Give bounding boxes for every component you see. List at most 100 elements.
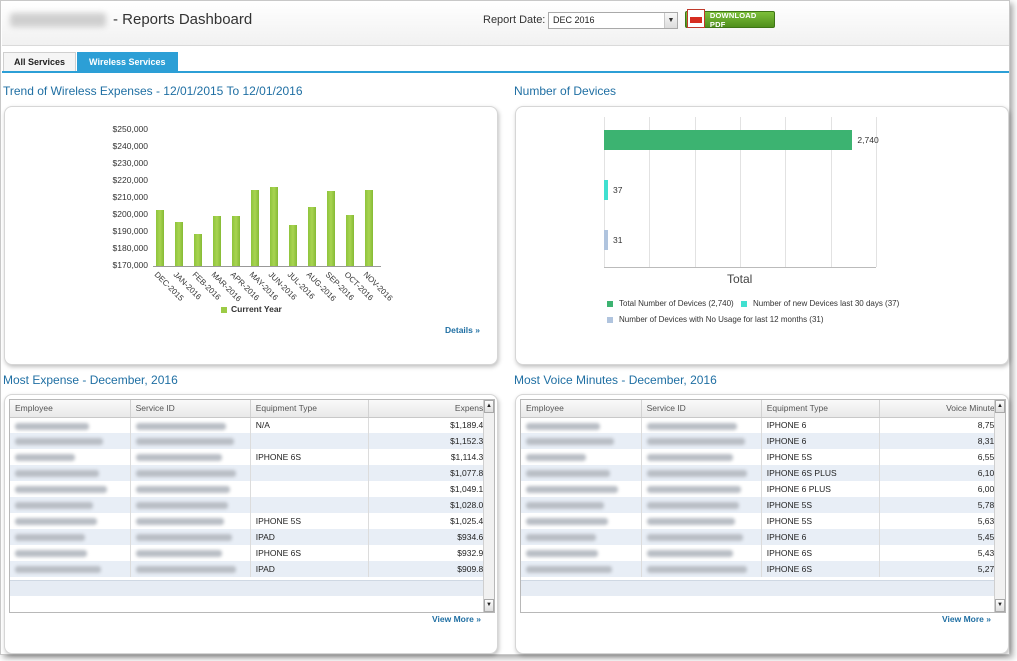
redacted-service-id (135, 550, 222, 558)
tab-all-services[interactable]: All Services (3, 52, 77, 71)
column-header-service-id[interactable]: Service ID (641, 400, 762, 418)
table-row[interactable]: IPHONE 5S $1,025.40 (10, 513, 494, 529)
expense-bar[interactable] (232, 215, 240, 266)
value-cell: 6,556 (879, 449, 1005, 465)
table-scrollbar[interactable]: ▲ ▼ (994, 400, 1005, 612)
service-id-cell (130, 497, 251, 513)
equipment-type-cell: IPHONE 6 (761, 433, 880, 449)
y-tick-label: $250,000 (112, 124, 148, 134)
employee-cell (521, 465, 642, 481)
table-row[interactable]: $1,077.88 (10, 465, 494, 481)
details-link[interactable]: Details » (445, 325, 480, 335)
company-logo (10, 13, 106, 27)
redacted-service-id (646, 486, 741, 494)
expense-bar[interactable] (156, 209, 164, 266)
expense-bar[interactable] (308, 206, 316, 266)
service-id-cell (130, 481, 251, 497)
download-pdf-button[interactable]: DOWNLOAD PDF (685, 8, 775, 29)
column-header-equipment-type[interactable]: Equipment Type (761, 400, 880, 418)
service-id-cell (641, 529, 762, 545)
expense-bar[interactable] (365, 189, 373, 266)
redacted-service-id (135, 438, 234, 446)
service-id-cell (130, 545, 251, 561)
scroll-down-icon[interactable]: ▼ (995, 599, 1005, 612)
expense-bar[interactable] (213, 215, 221, 266)
table-row[interactable]: IPHONE 6 8,752 (521, 417, 1005, 433)
equipment-type-cell (250, 465, 369, 481)
value-cell: $909.85 (368, 561, 494, 577)
device-bar[interactable] (604, 130, 853, 150)
equipment-type-cell: IPHONE 5S (761, 449, 880, 465)
expense-bar[interactable] (327, 191, 335, 266)
device-bar-value: 2,740 (857, 135, 879, 145)
employee-cell (10, 529, 131, 545)
redacted-service-id (135, 566, 236, 574)
redacted-employee-name (526, 534, 596, 542)
scroll-down-icon[interactable]: ▼ (484, 599, 494, 612)
table-row[interactable]: IPHONE 5S 5,781 (521, 497, 1005, 513)
table-row[interactable]: $1,049.19 (10, 481, 494, 497)
expense-bar[interactable] (194, 233, 202, 266)
table-row[interactable]: IPAD $909.85 (10, 561, 494, 577)
table-row[interactable]: IPHONE 6S $1,114.38 (10, 449, 494, 465)
table-scrollbar[interactable]: ▲ ▼ (483, 400, 494, 612)
column-header-equipment-type[interactable]: Equipment Type (250, 400, 369, 418)
value-cell: $932.94 (368, 545, 494, 561)
device-bar[interactable] (604, 180, 608, 200)
devices-chart-title: Number of Devices (514, 84, 617, 98)
table-row[interactable]: IPHONE 6 8,317 (521, 433, 1005, 449)
service-id-cell (641, 481, 762, 497)
expense-bar[interactable] (346, 215, 354, 266)
table-row[interactable]: IPHONE 5S 5,630 (521, 513, 1005, 529)
table-row[interactable]: IPHONE 6S $932.94 (10, 545, 494, 561)
expense-bar[interactable] (251, 189, 259, 266)
redacted-employee-name (15, 518, 97, 526)
service-tabs: All Services Wireless Services (3, 52, 178, 71)
voice-view-more-link[interactable]: View More » (942, 614, 991, 624)
tab-wireless-services[interactable]: Wireless Services (77, 52, 178, 71)
expense-view-more-link[interactable]: View More » (432, 614, 481, 624)
table-row[interactable]: IPAD $934.66 (10, 529, 494, 545)
equipment-type-cell: IPAD (250, 561, 369, 577)
table-row[interactable]: IPHONE 6S PLUS 6,102 (521, 465, 1005, 481)
value-cell: $1,114.38 (368, 449, 494, 465)
column-header-expense[interactable]: Expense (368, 400, 494, 418)
value-cell: 5,272 (879, 561, 1005, 577)
column-header-service-id[interactable]: Service ID (130, 400, 251, 418)
equipment-type-cell: IPHONE 6S (250, 545, 369, 561)
table-row[interactable]: $1,152.31 (10, 433, 494, 449)
expense-bar[interactable] (175, 221, 183, 266)
column-header-employee[interactable]: Employee (521, 400, 642, 418)
column-header-employee[interactable]: Employee (10, 400, 131, 418)
table-row[interactable]: N/A $1,189.46 (10, 417, 494, 433)
expense-bar[interactable] (289, 225, 297, 266)
value-cell: $934.66 (368, 529, 494, 545)
report-date-select[interactable]: DEC 2016 ▼ (548, 12, 678, 29)
redacted-employee-name (526, 502, 604, 510)
legend-label-new-devices: Number of new Devices last 30 days (37) (753, 299, 900, 308)
column-header-voice-minutes[interactable]: Voice Minutes (879, 400, 1005, 418)
table-row[interactable]: $1,028.03 (10, 497, 494, 513)
expense-bar[interactable] (270, 186, 278, 266)
service-id-cell (130, 465, 251, 481)
legend-label-total-devices: Total Number of Devices (2,740) (619, 299, 734, 308)
x-axis-line (153, 266, 381, 267)
table-row[interactable]: IPHONE 5S 6,556 (521, 449, 1005, 465)
table-row[interactable]: IPHONE 6S 5,272 (521, 561, 1005, 577)
device-bar[interactable] (604, 230, 608, 250)
table-row[interactable]: IPHONE 6 PLUS 6,004 (521, 481, 1005, 497)
chevron-down-icon[interactable]: ▼ (664, 13, 677, 28)
service-id-cell (130, 433, 251, 449)
scroll-up-icon[interactable]: ▲ (995, 400, 1005, 413)
scroll-up-icon[interactable]: ▲ (484, 400, 494, 413)
redacted-employee-name (15, 550, 87, 558)
table-row[interactable]: IPHONE 6S 5,431 (521, 545, 1005, 561)
devices-axis-label: Total (727, 272, 753, 286)
employee-cell (10, 465, 131, 481)
redacted-service-id (135, 534, 232, 542)
service-id-cell (641, 545, 762, 561)
employee-cell (10, 433, 131, 449)
table-row[interactable]: IPHONE 6 5,457 (521, 529, 1005, 545)
y-tick-label: $220,000 (112, 175, 148, 185)
